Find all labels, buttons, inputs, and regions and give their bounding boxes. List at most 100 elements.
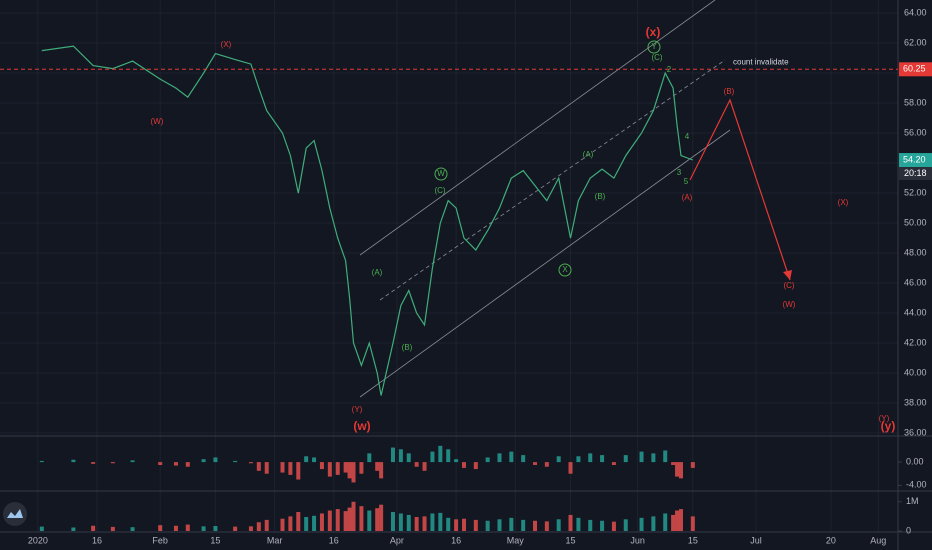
oscillator-bar bbox=[351, 462, 356, 483]
oscillator-bar bbox=[533, 462, 538, 465]
wave-label: (C) bbox=[434, 186, 445, 195]
y-tick-label: 1M bbox=[906, 496, 919, 506]
oscillator-bar bbox=[233, 460, 238, 463]
volume-bar bbox=[304, 516, 309, 531]
wave-label: (A) bbox=[372, 268, 383, 277]
volume-bar bbox=[690, 516, 695, 531]
oscillator-bar bbox=[600, 455, 605, 463]
y-tick-label: 42.00 bbox=[904, 337, 927, 347]
level-label: 60.25 bbox=[903, 64, 926, 74]
volume-bar bbox=[375, 508, 380, 531]
volume-bar bbox=[312, 515, 317, 531]
y-tick-label: 48.00 bbox=[904, 247, 927, 257]
y-tick-label: 50.00 bbox=[904, 217, 927, 227]
x-tick-label: Jun bbox=[630, 535, 645, 545]
y-tick-label: 0 bbox=[906, 525, 911, 535]
oscillator-bar bbox=[576, 456, 581, 463]
volume-bar bbox=[280, 518, 285, 531]
oscillator-bar bbox=[690, 462, 695, 468]
wave-label: 5 bbox=[684, 177, 689, 186]
oscillator-bar bbox=[256, 462, 261, 471]
oscillator-bar bbox=[201, 459, 206, 463]
last-price-label: 54.20 bbox=[903, 154, 926, 164]
x-tick-label: Mar bbox=[267, 535, 283, 545]
oscillator-bar bbox=[39, 460, 44, 463]
wave-label: W bbox=[437, 169, 445, 178]
volume-bar bbox=[521, 519, 526, 531]
y-tick-label: 52.00 bbox=[904, 187, 927, 197]
x-tick-label: 16 bbox=[92, 535, 102, 545]
oscillator-bar bbox=[497, 453, 502, 463]
oscillator-bar bbox=[335, 462, 340, 475]
wave-label: (W) bbox=[151, 117, 164, 126]
wave-label: (B) bbox=[595, 192, 606, 201]
y-tick-label: 44.00 bbox=[904, 307, 927, 317]
volume-bar bbox=[233, 526, 238, 531]
volume-bar bbox=[390, 512, 395, 531]
oscillator-bar bbox=[327, 462, 332, 477]
x-tick-label: 16 bbox=[451, 535, 461, 545]
oscillator-bar bbox=[414, 462, 419, 467]
volume-bar bbox=[110, 526, 115, 531]
wave-label: (B) bbox=[724, 87, 735, 96]
annotation-circle bbox=[647, 40, 661, 54]
volume-bar bbox=[414, 516, 419, 531]
volume-bar bbox=[438, 512, 443, 531]
volume-bar bbox=[173, 525, 178, 531]
countdown-bg bbox=[899, 167, 932, 181]
oscillator-bar bbox=[304, 456, 309, 463]
x-tick-label: May bbox=[507, 535, 525, 545]
volume-bar bbox=[611, 521, 616, 531]
x-tick-label: Aug bbox=[870, 535, 886, 545]
oscillator-bar bbox=[568, 462, 573, 474]
y-tick-label: 56.00 bbox=[904, 127, 927, 137]
oscillator-bar bbox=[213, 457, 218, 463]
channel-lower bbox=[359, 129, 731, 398]
volume-bar bbox=[473, 519, 478, 531]
wave-label: 3 bbox=[677, 168, 682, 177]
y-tick-label: 40.00 bbox=[904, 367, 927, 377]
wave-label: (X) bbox=[221, 40, 232, 49]
volume-bar bbox=[248, 526, 253, 531]
oscillator-bar bbox=[422, 462, 427, 471]
volume-bar bbox=[351, 501, 356, 531]
oscillator-bar bbox=[430, 451, 435, 463]
oscillator-bar bbox=[173, 462, 178, 466]
volume-bar bbox=[639, 517, 644, 531]
oscillator-bar bbox=[675, 462, 680, 477]
volume-bar bbox=[576, 517, 581, 531]
volume-bar bbox=[663, 513, 668, 531]
wave-label: (A) bbox=[682, 193, 693, 202]
countdown-label: 20:18 bbox=[904, 168, 927, 178]
volume-bar bbox=[158, 525, 163, 531]
volume-bar bbox=[71, 527, 76, 531]
oscillator-bar bbox=[473, 462, 478, 470]
wave-label: 2 bbox=[667, 65, 672, 74]
oscillator-bar bbox=[185, 462, 190, 467]
volume-bar bbox=[256, 522, 261, 531]
volume-bar bbox=[347, 507, 352, 531]
volume-bar bbox=[398, 513, 403, 531]
y-tick-label: 38.00 bbox=[904, 397, 927, 407]
volume-bar bbox=[623, 519, 628, 531]
oscillator-bar bbox=[347, 462, 352, 479]
volume-bar bbox=[130, 527, 135, 531]
wave-label: (Y) bbox=[352, 405, 363, 414]
oscillator-bar bbox=[611, 462, 616, 465]
oscillator-bar bbox=[379, 462, 384, 479]
projection bbox=[689, 98, 791, 281]
volume-bar bbox=[533, 520, 538, 531]
volume-bar bbox=[39, 526, 44, 531]
oscillator-bar bbox=[91, 462, 96, 464]
wave-label: (C) bbox=[651, 53, 662, 62]
volume-bar bbox=[600, 520, 605, 531]
volume-bar bbox=[422, 516, 427, 531]
volume-bar bbox=[406, 514, 411, 531]
x-tick-label: Jul bbox=[750, 535, 762, 545]
grid bbox=[0, 0, 898, 532]
volume-bar bbox=[213, 526, 218, 531]
x-tick-label: 20 bbox=[826, 535, 836, 545]
volume-bar bbox=[671, 514, 676, 531]
